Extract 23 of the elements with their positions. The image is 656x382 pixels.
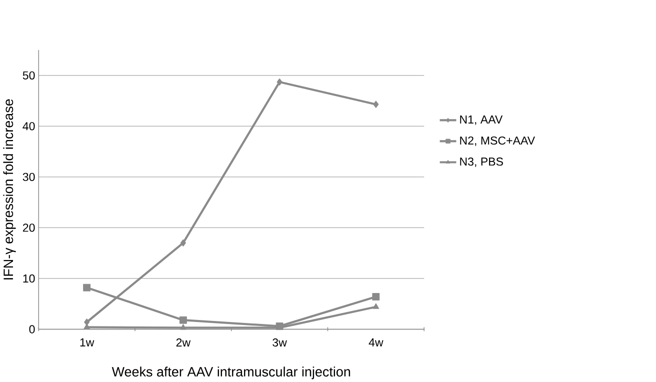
point [179, 316, 187, 324]
x-tick-label: 2w [176, 338, 191, 346]
legend-label: N3, PBS [460, 157, 503, 167]
legend-label: N1, AAV [460, 115, 503, 125]
y-tick-label: 30 [22, 172, 35, 181]
point [373, 100, 379, 108]
y-tick-label: 10 [23, 274, 35, 282]
x-tick-label: 3w [272, 338, 287, 346]
point [276, 78, 282, 86]
y-tick-label: 20 [22, 223, 35, 232]
point [83, 284, 91, 292]
point [180, 239, 186, 246]
y-tick-label: 0 [29, 324, 35, 334]
point [372, 292, 380, 300]
y-axis-title: IFN-γ expression fold increase [3, 99, 16, 280]
x-tick-label: 4w [368, 338, 384, 346]
x-tick-label: 1w [80, 338, 94, 346]
legend-label: N2, MSC+AAV [460, 136, 536, 146]
y-tick-label: 50 [22, 71, 35, 80]
point [180, 324, 186, 330]
point [372, 302, 380, 309]
x-axis-title: Weeks after AAV intramuscular injection [112, 366, 350, 380]
y-tick-label: 40 [22, 122, 35, 130]
